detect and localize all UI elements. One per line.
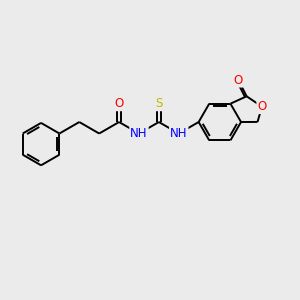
Text: O: O [257, 100, 267, 113]
Text: O: O [115, 97, 124, 110]
Text: NH: NH [170, 127, 188, 140]
Text: O: O [234, 74, 243, 87]
Text: S: S [155, 97, 163, 110]
Text: NH: NH [130, 127, 148, 140]
